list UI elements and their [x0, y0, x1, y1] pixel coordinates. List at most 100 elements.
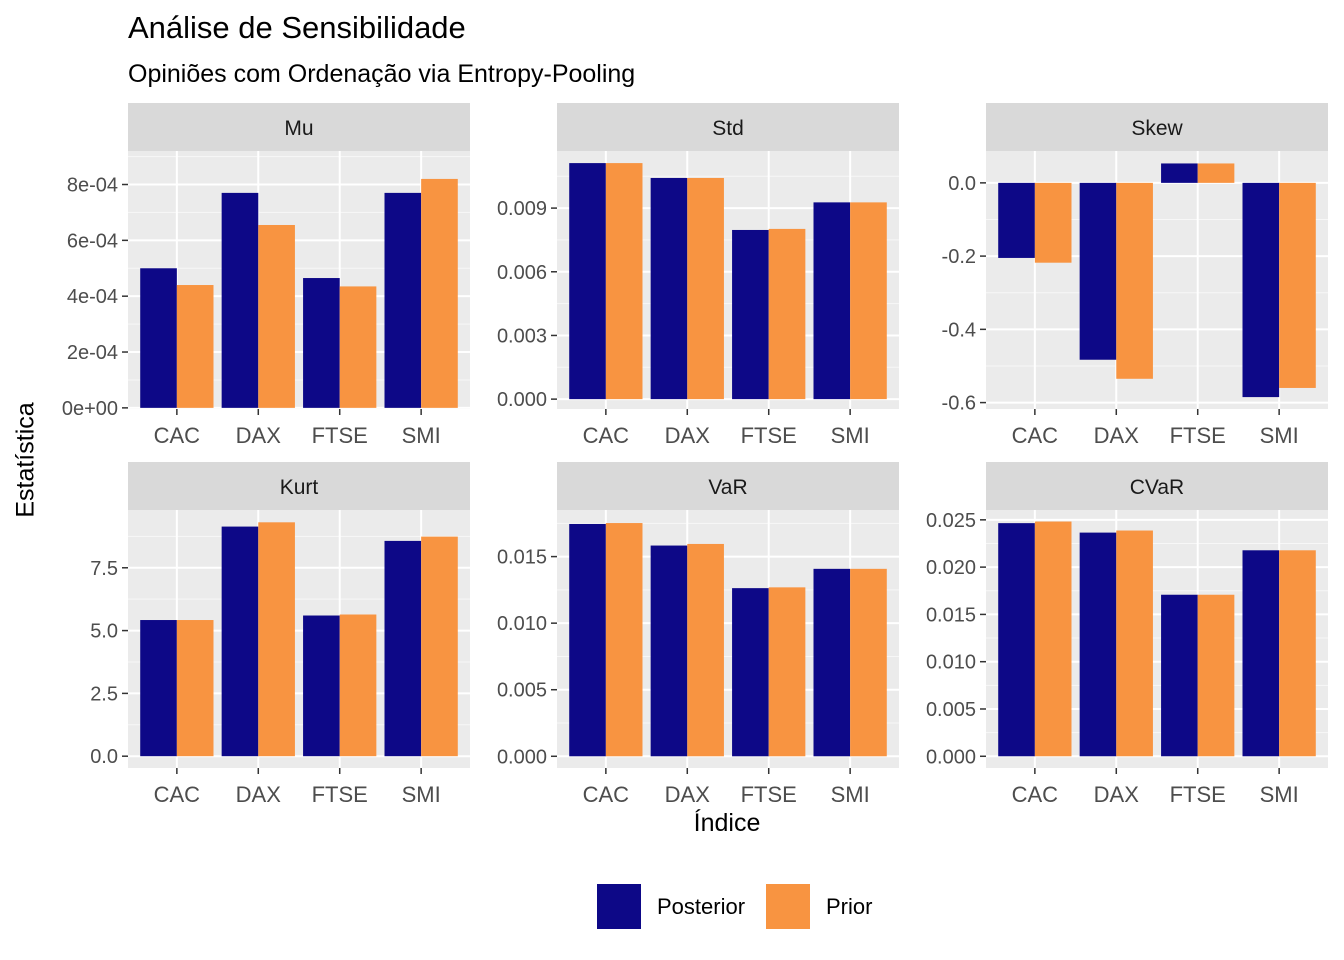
x-tick-label: SMI: [1260, 423, 1299, 448]
bar-prior-dax: [1116, 182, 1153, 379]
bar-prior-ftse: [339, 286, 377, 408]
bar-posterior-smi: [1242, 550, 1280, 757]
x-tick-label: FTSE: [741, 423, 797, 448]
bar-prior-ftse: [1197, 163, 1235, 183]
y-tick-label: 0.005: [497, 680, 547, 702]
facet-strip: [128, 103, 470, 151]
y-tick-label: 4e-04: [67, 286, 118, 308]
bar-posterior-ftse: [303, 278, 340, 408]
bar-posterior-cac: [998, 523, 1035, 757]
bar-prior-ftse: [768, 228, 806, 400]
y-tick-label: -0.2: [942, 246, 976, 268]
y-tick-label: 8e-04: [67, 175, 118, 197]
bar-posterior-dax: [650, 177, 688, 400]
y-tick-label: 0.025: [926, 510, 976, 532]
y-tick-label: 0.010: [926, 652, 976, 674]
facet-strip: [557, 103, 899, 151]
y-tick-label: 0.000: [926, 746, 976, 768]
legend-key-posterior: [597, 884, 641, 929]
y-tick-label: 0.020: [926, 557, 976, 579]
facet-strip: [557, 462, 899, 510]
x-tick-label: CAC: [1012, 782, 1059, 807]
y-tick-label: 0.015: [926, 604, 976, 626]
bar-posterior-dax: [221, 192, 259, 408]
x-tick-label: CAC: [583, 423, 630, 448]
y-tick-label: 7.5: [90, 558, 118, 580]
bar-posterior-cac: [140, 620, 177, 757]
y-tick-label: 0.005: [926, 699, 976, 721]
bar-posterior-cac: [569, 163, 606, 400]
facet-strip: [986, 103, 1328, 151]
facet-strip-label: Std: [712, 117, 744, 140]
bar-posterior-ftse: [303, 615, 340, 757]
bar-prior-smi: [421, 178, 458, 408]
chart-subtitle: Opiniões com Ordenação via Entropy-Pooli…: [128, 60, 636, 88]
bar-posterior-ftse: [1161, 594, 1198, 757]
y-tick-label: -0.6: [942, 393, 976, 415]
x-tick-label: CAC: [154, 423, 201, 448]
y-tick-label: 6e-04: [67, 230, 118, 252]
facet-strip-label: VaR: [708, 476, 747, 499]
legend-label-posterior: Posterior: [657, 894, 746, 919]
y-tick-label: 0.010: [497, 613, 547, 635]
y-tick-label: 5.0: [90, 621, 118, 643]
x-tick-label: SMI: [1260, 782, 1299, 807]
facet-strip: [128, 462, 470, 510]
bar-prior-cac: [176, 285, 214, 408]
y-tick-label: 2e-04: [67, 342, 118, 364]
bar-prior-smi: [1279, 550, 1316, 757]
facet-std: Std 0.000 0.003 0.006 0.009 CAC DAX FTSE SMI: [497, 103, 899, 448]
bar-prior-cac: [605, 523, 643, 757]
x-tick-label: DAX: [1094, 782, 1140, 807]
x-tick-label: DAX: [665, 423, 711, 448]
bar-prior-cac: [1034, 521, 1072, 757]
bar-posterior-cac: [569, 523, 606, 757]
x-tick-label: FTSE: [1170, 423, 1226, 448]
x-tick-label: CAC: [154, 782, 201, 807]
y-tick-label: -0.4: [942, 319, 976, 341]
y-tick-label: 0.0: [948, 173, 976, 195]
bar-posterior-smi: [384, 540, 422, 757]
x-tick-label: SMI: [402, 423, 441, 448]
x-tick-label: SMI: [831, 423, 870, 448]
bar-prior-smi: [421, 536, 458, 757]
bar-prior-dax: [258, 224, 295, 408]
y-tick-label: 0.015: [497, 547, 547, 569]
y-tick-label: 0.000: [497, 389, 547, 411]
bar-posterior-smi: [384, 192, 422, 408]
bar-posterior-smi: [1242, 182, 1280, 398]
bar-posterior-dax: [1079, 182, 1117, 360]
facet-var: VaR 0.000 0.005 0.010 0.015 CAC DAX FTSE SMI: [497, 462, 899, 807]
bar-prior-dax: [687, 543, 724, 757]
legend-label-prior: Prior: [826, 894, 873, 919]
y-tick-label: 0.006: [497, 262, 547, 284]
y-tick-label: 0.000: [497, 746, 547, 768]
bar-prior-ftse: [1197, 594, 1235, 757]
x-tick-label: CAC: [583, 782, 630, 807]
bar-prior-cac: [1034, 182, 1072, 263]
facet-strip-label: Skew: [1131, 117, 1183, 140]
y-tick-label: 2.5: [90, 683, 118, 705]
bar-posterior-cac: [998, 182, 1035, 258]
x-tick-label: DAX: [665, 782, 711, 807]
x-tick-label: DAX: [236, 782, 282, 807]
bar-prior-dax: [687, 177, 724, 400]
facet-strip: [986, 462, 1328, 510]
bar-posterior-dax: [221, 526, 259, 757]
bar-prior-cac: [176, 620, 214, 757]
y-tick-label: 0.003: [497, 325, 547, 347]
bar-prior-smi: [850, 568, 887, 757]
bar-posterior-dax: [650, 545, 688, 757]
facet-skew: Skew -0.6 -0.4 -0.2 0.0 CAC DAX FTSE SMI: [942, 103, 1328, 448]
bar-posterior-dax: [1079, 532, 1117, 757]
x-tick-label: DAX: [236, 423, 282, 448]
legend-key-prior: [766, 884, 810, 929]
y-tick-label: 0e+00: [62, 398, 118, 420]
y-tick-label: 0.009: [497, 198, 547, 220]
x-tick-label: SMI: [402, 782, 441, 807]
x-tick-label: DAX: [1094, 423, 1140, 448]
x-tick-label: FTSE: [312, 423, 368, 448]
facet-strip-label: CVaR: [1130, 476, 1184, 499]
x-tick-label: SMI: [831, 782, 870, 807]
x-tick-label: FTSE: [1170, 782, 1226, 807]
